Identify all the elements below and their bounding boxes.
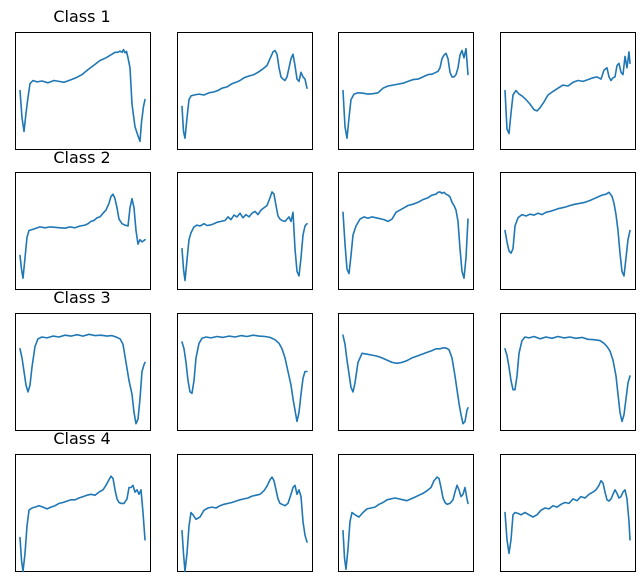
series-line [504, 479, 631, 555]
panel-r3-c2 [177, 313, 313, 431]
series-line [181, 191, 308, 282]
series-line [181, 49, 308, 139]
series-line [504, 335, 631, 423]
series-line [181, 334, 308, 423]
panel-frame [177, 313, 313, 431]
series-line [19, 48, 146, 143]
panel-frame [500, 454, 636, 572]
panel-frame [338, 313, 474, 431]
panel-frame [177, 172, 313, 290]
series-line [342, 334, 469, 425]
series-line [342, 47, 469, 139]
row-title-class-2: Class 2 [53, 148, 111, 167]
panel-r3-c3 [338, 313, 474, 431]
panel-r1-c3 [338, 32, 474, 150]
series-line [19, 333, 146, 425]
panel-frame [177, 32, 313, 150]
series-line [181, 476, 308, 573]
series-line [19, 475, 146, 573]
panel-frame [15, 454, 151, 572]
panel-frame [338, 172, 474, 290]
series-line [504, 51, 631, 135]
panel-r4-c1 [15, 454, 151, 573]
series-line [19, 193, 146, 280]
panel-r4-c2 [177, 454, 313, 573]
panel-r4-c4 [500, 454, 636, 572]
panel-grid [15, 32, 636, 573]
panel-r1-c4 [500, 32, 636, 150]
row-title-class-1: Class 1 [53, 7, 111, 26]
panel-frame [15, 32, 151, 150]
panel-r2-c3 [338, 172, 474, 290]
panel-r2-c1 [15, 172, 151, 290]
panel-frame [177, 454, 313, 572]
panel-frame [15, 172, 151, 290]
panel-frame [338, 32, 474, 150]
panel-r3-c4 [500, 313, 636, 431]
panel-frame [500, 32, 636, 150]
series-line [342, 191, 469, 280]
series-line [504, 191, 631, 277]
panel-r1-c2 [177, 32, 313, 150]
panel-r2-c2 [177, 172, 313, 290]
panel-r2-c4 [500, 172, 636, 290]
panel-frame [15, 313, 151, 431]
panel-r1-c1 [15, 32, 151, 150]
panel-frame [500, 313, 636, 431]
row-title-class-3: Class 3 [53, 288, 111, 307]
panel-r3-c1 [15, 313, 151, 431]
panel-frame [500, 172, 636, 290]
panel-frame [338, 454, 474, 572]
row-title-class-4: Class 4 [53, 429, 111, 448]
series-line [342, 476, 469, 571]
panel-r4-c3 [338, 454, 474, 572]
